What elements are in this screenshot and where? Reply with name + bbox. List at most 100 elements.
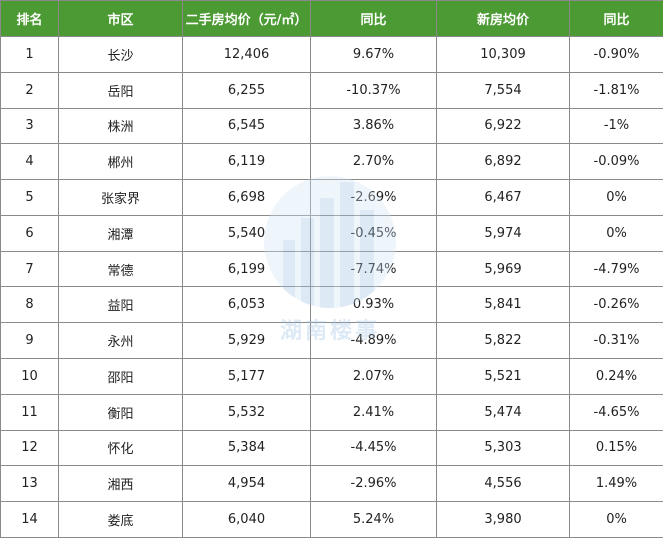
- table-row: 1 长沙 12,406 9.67% 10,309 -0.90%: [0, 36, 663, 73]
- header-rank: 排名: [0, 0, 59, 37]
- new-price-cell: 10,309: [436, 36, 570, 73]
- city-cell: 长沙: [58, 36, 183, 73]
- new-yoy-cell: -1.81%: [569, 71, 663, 109]
- table-row: 3 株洲 6,545 3.86% 6,922 -1%: [0, 107, 663, 145]
- new-price-cell: 5,969: [436, 250, 570, 288]
- new-yoy-cell: 0%: [569, 214, 663, 252]
- resale-yoy-cell: 5.24%: [310, 501, 437, 538]
- rank-cell: 3: [0, 107, 59, 145]
- header-city: 市区: [58, 0, 183, 37]
- table-row: 7 常德 6,199 -7.74% 5,969 -4.79%: [0, 250, 663, 288]
- resale-yoy-cell: -0.45%: [310, 214, 437, 252]
- resale-yoy-cell: 9.67%: [310, 36, 437, 73]
- resale-price-cell: 6,255: [182, 71, 311, 109]
- resale-yoy-cell: -4.89%: [310, 322, 437, 360]
- resale-yoy-cell: 2.41%: [310, 393, 437, 431]
- new-yoy-cell: -0.26%: [569, 286, 663, 324]
- city-cell: 郴州: [58, 143, 183, 181]
- new-price-cell: 6,892: [436, 143, 570, 181]
- rank-cell: 6: [0, 214, 59, 252]
- new-yoy-cell: -0.09%: [569, 143, 663, 181]
- table-row: 11 衡阳 5,532 2.41% 5,474 -4.65%: [0, 393, 663, 431]
- rank-cell: 7: [0, 250, 59, 288]
- resale-yoy-cell: -7.74%: [310, 250, 437, 288]
- city-cell: 怀化: [58, 429, 183, 467]
- new-price-cell: 6,922: [436, 107, 570, 145]
- table-row: 2 岳阳 6,255 -10.37% 7,554 -1.81%: [0, 71, 663, 109]
- table-row: 12 怀化 5,384 -4.45% 5,303 0.15%: [0, 429, 663, 467]
- city-cell: 常德: [58, 250, 183, 288]
- rank-cell: 12: [0, 429, 59, 467]
- resale-yoy-cell: 2.70%: [310, 143, 437, 181]
- resale-price-cell: 5,384: [182, 429, 311, 467]
- city-cell: 湘西: [58, 465, 183, 503]
- rank-cell: 14: [0, 501, 59, 538]
- resale-yoy-cell: -4.45%: [310, 429, 437, 467]
- city-cell: 株洲: [58, 107, 183, 145]
- resale-price-cell: 5,177: [182, 358, 311, 395]
- table-row: 6 湘潭 5,540 -0.45% 5,974 0%: [0, 214, 663, 252]
- table-row: 10 邵阳 5,177 2.07% 5,521 0.24%: [0, 358, 663, 395]
- resale-yoy-cell: -2.96%: [310, 465, 437, 503]
- table-row: 5 张家界 6,698 -2.69% 6,467 0%: [0, 179, 663, 216]
- new-yoy-cell: -0.90%: [569, 36, 663, 73]
- resale-yoy-cell: -2.69%: [310, 179, 437, 216]
- new-price-cell: 7,554: [436, 71, 570, 109]
- city-cell: 永州: [58, 322, 183, 360]
- resale-price-cell: 6,199: [182, 250, 311, 288]
- new-yoy-cell: 0%: [569, 179, 663, 216]
- header-new-avg-price: 新房均价: [436, 0, 570, 37]
- city-cell: 衡阳: [58, 393, 183, 431]
- new-yoy-cell: 1.49%: [569, 465, 663, 503]
- resale-price-cell: 6,119: [182, 143, 311, 181]
- new-yoy-cell: -4.79%: [569, 250, 663, 288]
- resale-price-cell: 6,053: [182, 286, 311, 324]
- table-row: 4 郴州 6,119 2.70% 6,892 -0.09%: [0, 143, 663, 181]
- new-price-cell: 5,974: [436, 214, 570, 252]
- city-cell: 张家界: [58, 179, 183, 216]
- header-new-yoy: 同比: [569, 0, 663, 37]
- new-yoy-cell: 0%: [569, 501, 663, 538]
- city-cell: 岳阳: [58, 71, 183, 109]
- rank-cell: 1: [0, 36, 59, 73]
- rank-cell: 10: [0, 358, 59, 395]
- city-cell: 益阳: [58, 286, 183, 324]
- resale-price-cell: 6,545: [182, 107, 311, 145]
- rank-cell: 9: [0, 322, 59, 360]
- resale-yoy-cell: -10.37%: [310, 71, 437, 109]
- new-price-cell: 3,980: [436, 501, 570, 538]
- new-price-cell: 6,467: [436, 179, 570, 216]
- rank-cell: 2: [0, 71, 59, 109]
- table-row: 14 娄底 6,040 5.24% 3,980 0%: [0, 501, 663, 538]
- new-yoy-cell: 0.15%: [569, 429, 663, 467]
- new-price-cell: 5,841: [436, 286, 570, 324]
- new-price-cell: 5,521: [436, 358, 570, 395]
- resale-yoy-cell: 2.07%: [310, 358, 437, 395]
- city-cell: 娄底: [58, 501, 183, 538]
- new-price-cell: 5,822: [436, 322, 570, 360]
- city-cell: 湘潭: [58, 214, 183, 252]
- rank-cell: 8: [0, 286, 59, 324]
- rank-cell: 11: [0, 393, 59, 431]
- new-price-cell: 5,474: [436, 393, 570, 431]
- new-yoy-cell: -1%: [569, 107, 663, 145]
- resale-price-cell: 12,406: [182, 36, 311, 73]
- resale-price-cell: 4,954: [182, 465, 311, 503]
- resale-price-cell: 5,929: [182, 322, 311, 360]
- header-resale-yoy: 同比: [310, 0, 437, 37]
- new-price-cell: 4,556: [436, 465, 570, 503]
- new-yoy-cell: 0.24%: [569, 358, 663, 395]
- new-yoy-cell: -0.31%: [569, 322, 663, 360]
- city-cell: 邵阳: [58, 358, 183, 395]
- table-row: 9 永州 5,929 -4.89% 5,822 -0.31%: [0, 322, 663, 360]
- resale-price-cell: 5,532: [182, 393, 311, 431]
- table-row: 13 湘西 4,954 -2.96% 4,556 1.49%: [0, 465, 663, 503]
- rank-cell: 4: [0, 143, 59, 181]
- resale-yoy-cell: 3.86%: [310, 107, 437, 145]
- new-yoy-cell: -4.65%: [569, 393, 663, 431]
- new-price-cell: 5,303: [436, 429, 570, 467]
- rank-cell: 5: [0, 179, 59, 216]
- table-row: 8 益阳 6,053 0.93% 5,841 -0.26%: [0, 286, 663, 324]
